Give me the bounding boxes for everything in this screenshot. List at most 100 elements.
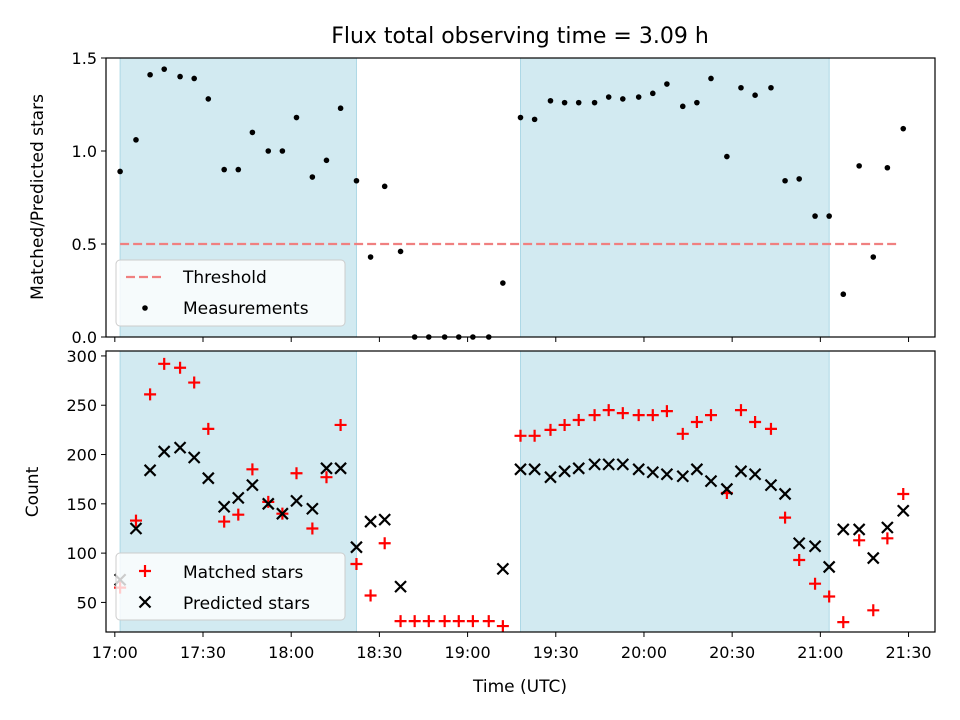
matched-star-point (867, 604, 880, 617)
predicted-star-point (704, 474, 718, 488)
predicted-star-point (616, 458, 630, 471)
matched-star-point (438, 615, 451, 628)
measurement-point (664, 81, 670, 87)
measurement-point (796, 176, 802, 182)
measurement-point (323, 157, 330, 164)
shaded-interval-1 (520, 57, 830, 338)
predicted-star-point (734, 465, 748, 478)
x-tick-label: 21:30 (885, 643, 931, 662)
y-tick-label: 1.0 (72, 142, 97, 161)
matched-star-point (129, 514, 142, 527)
predicted-star-point (778, 487, 792, 501)
measurement-point (517, 114, 524, 121)
predicted-star-point (306, 502, 319, 516)
shaded-interval-1 (520, 350, 830, 633)
predicted-star-point (866, 551, 880, 565)
predicted-star-point (660, 467, 674, 481)
legend-box (115, 552, 346, 621)
x-tick-label: 18:00 (268, 643, 314, 662)
predicted-star-point (246, 478, 259, 492)
x-tick-label: 20:00 (621, 643, 667, 662)
x-tick-label: 17:30 (180, 643, 226, 662)
predicted-star-point (572, 462, 585, 475)
matched-star-point (793, 554, 806, 567)
predicted-star-point (808, 539, 822, 553)
axes-frame (105, 57, 936, 338)
predicted-star-point (232, 491, 245, 505)
predicted-star-point (646, 465, 660, 479)
measurement-point (191, 75, 197, 82)
matched-star-point (809, 577, 822, 590)
matched-star-point (320, 471, 333, 484)
x-tick-label: 19:30 (533, 643, 579, 662)
matched-star-point (823, 590, 836, 603)
measurement-point (381, 183, 388, 190)
predicted-star-point (261, 497, 275, 511)
predicted-star-point (276, 507, 289, 520)
matched-star-point (422, 615, 435, 628)
measurement-point (249, 129, 256, 136)
matched-star-point (544, 423, 557, 436)
measurement-point (679, 103, 686, 110)
measurement-point (575, 99, 582, 106)
measurement-point (531, 116, 538, 123)
predicted-star-point (764, 478, 778, 492)
predicted-star-point (320, 462, 333, 475)
matched-star-point (306, 522, 319, 535)
measurement-point (279, 148, 286, 154)
measurement-point (547, 97, 554, 104)
measurement-point (117, 168, 123, 175)
matched-star-point (466, 615, 479, 628)
measurement-point (782, 177, 788, 184)
predicted-star-point (394, 580, 407, 593)
matched-star-point (588, 409, 601, 422)
measurement-point (591, 99, 598, 106)
predicted-star-point (881, 521, 894, 534)
predicted-star-point (544, 470, 557, 484)
legend-predicted-swatch (138, 595, 152, 609)
y-tick-label: 200 (66, 446, 97, 465)
y-tick-label: 1.5 (72, 49, 97, 68)
counts-panel: 50 100 150 200 250 300 17:00 17:30 18:00 18:30 19:… (66, 347, 936, 662)
y-tick-label: 0.0 (72, 328, 97, 347)
y-tick-label: 300 (66, 347, 97, 366)
chart-title: Flux total observing time = 3.09 h (331, 24, 709, 49)
measurement-point (768, 84, 774, 91)
y-tick-label: 250 (66, 396, 97, 415)
measurement-point (870, 254, 877, 260)
x-tick-label: 21:00 (797, 643, 843, 662)
matched-star-point (188, 376, 201, 389)
matched-star-point (897, 487, 910, 500)
matched-star-point (350, 557, 363, 570)
x-tick-label: 17:00 (92, 643, 138, 662)
predicted-star-point (143, 464, 157, 477)
measurement-point (724, 153, 730, 160)
legend-box (115, 259, 346, 327)
measurement-point (884, 164, 891, 171)
measurement-point (265, 148, 272, 154)
legend-measurement-swatch (142, 305, 148, 311)
predicted-star-point (896, 504, 910, 518)
ratio-panel: 0.0 0.5 1.0 1.5 Threshold Measurements (72, 49, 936, 347)
predicted-star-point (558, 465, 571, 478)
matched-star-point (496, 620, 509, 633)
counts-y-axis-label: Count (23, 466, 43, 517)
legend: Threshold Measurements (115, 259, 346, 327)
matched-star-point (202, 422, 215, 435)
matched-star-point (378, 537, 391, 550)
measurement-point (147, 71, 153, 78)
predicted-star-point (720, 482, 734, 496)
predicted-star-point (514, 463, 527, 476)
matched-star-point (779, 511, 792, 524)
matched-star-point (572, 414, 585, 427)
matched-star-point (632, 409, 645, 422)
y-tick-label: 50 (77, 593, 97, 612)
matched-star-point (528, 429, 541, 442)
measurement-point (367, 254, 374, 260)
predicted-star-point (334, 462, 347, 475)
matched-star-point (690, 415, 703, 428)
matched-star-point (290, 467, 303, 480)
measurement-point (649, 90, 656, 97)
matched-star-point (334, 418, 347, 431)
matched-star-point (158, 357, 171, 370)
